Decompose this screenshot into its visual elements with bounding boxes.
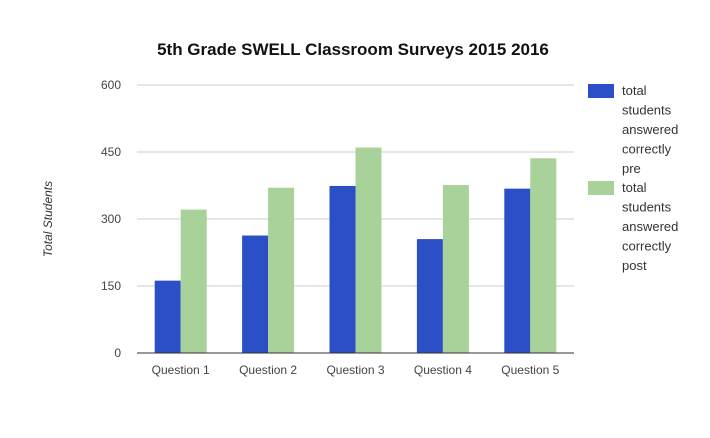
x-tick-label: Question 1 [152,363,210,377]
legend-label: pre [622,161,641,176]
legend-label: answered [622,122,678,137]
y-tick-label: 300 [101,212,121,226]
x-tick-label: Question 4 [414,363,472,377]
x-tick-label: Question 2 [239,363,297,377]
legend-label: post [622,258,647,273]
bar-pre-q3 [329,185,356,353]
y-tick-label: 150 [101,279,121,293]
bars [154,147,557,353]
bar-pre-q4 [416,239,443,353]
bar-post-q2 [268,187,295,353]
legend-label: total [622,83,647,98]
bar-post-q1 [180,209,207,353]
legend-label: answered [622,219,678,234]
y-tick-label: 450 [101,145,121,159]
chart-title: 5th Grade SWELL Classroom Surveys 2015 2… [157,40,549,59]
legend-swatch-post [588,181,614,195]
legend-label: correctly [622,142,672,157]
legend-swatch-pre [588,84,614,98]
bar-pre-q5 [504,188,531,353]
y-tick-label: 600 [101,78,121,92]
legend-label: students [622,200,672,215]
x-tick-label: Question 3 [326,363,384,377]
x-tick-label: Question 5 [501,363,559,377]
bar-pre-q1 [154,280,181,353]
bar-pre-q2 [242,235,269,353]
bar-post-q5 [530,158,557,353]
legend-label: total [622,180,647,195]
x-axis-ticks: Question 1 Question 2 Question 3 Question 4… [152,363,560,377]
bar-post-q3 [355,147,382,353]
legend: total students answered correctly pre total st… [588,83,678,273]
y-axis-label: Total Students [41,181,55,257]
bar-post-q4 [442,185,469,353]
legend-label: correctly [622,239,672,254]
y-tick-label: 0 [114,346,121,360]
y-axis-ticks: 0 150 300 450 600 [101,78,121,360]
legend-label: students [622,103,672,118]
